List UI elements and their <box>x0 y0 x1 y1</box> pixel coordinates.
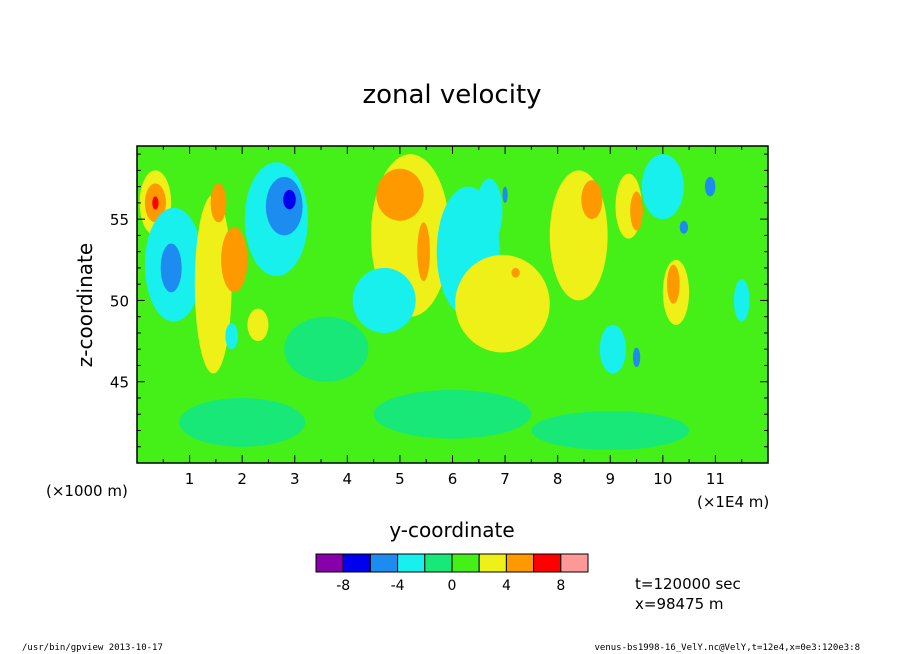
colorbar-swatch <box>451 553 480 573</box>
colorbar <box>315 553 589 573</box>
contour-region <box>502 186 508 203</box>
colorbar-swatch <box>505 553 535 573</box>
contour-region <box>599 324 627 374</box>
x-tick-label: 1 <box>185 470 195 488</box>
colorbar-swatch <box>369 553 399 573</box>
y-axis-label: z-coordinate <box>73 243 97 367</box>
y-tick-label: 45 <box>110 374 129 392</box>
y-axis-ticks: 45 50 55 <box>110 153 768 448</box>
chart-title: zonal velocity <box>362 80 541 110</box>
contour-region <box>265 176 303 236</box>
x-tick-label: 6 <box>448 470 458 488</box>
x-axis-unit: (×1E4 m) <box>697 493 769 511</box>
colorbar-swatch <box>397 553 426 573</box>
contour-region <box>376 168 424 221</box>
y-axis-unit: (×1000 m) <box>46 482 128 500</box>
footer-right: venus-bs1998-16_VelY.nc@VelY,t=12e4,x=0e… <box>594 643 860 653</box>
colorbar-tick-label: 4 <box>502 578 511 594</box>
x-tick-label: 11 <box>706 470 725 488</box>
x-axis-label: y-coordinate <box>389 518 514 542</box>
contour-region <box>704 176 716 197</box>
contour-region <box>179 397 306 447</box>
contour-region <box>417 222 430 281</box>
x-position-annotation: x=98475 m <box>635 595 724 613</box>
colorbar-tick-label: 0 <box>448 578 457 594</box>
contour-region <box>152 196 159 210</box>
colorbar-swatch <box>342 553 371 573</box>
contour-region <box>455 254 550 353</box>
contour-region <box>632 347 641 368</box>
footer-left: /usr/bin/gpview 2013-10-17 <box>22 643 163 653</box>
contour-region <box>733 279 750 322</box>
x-tick-label: 9 <box>605 470 615 488</box>
x-tick-label: 4 <box>343 470 353 488</box>
contour-region <box>247 308 269 342</box>
contour-region <box>210 183 227 223</box>
contour-region <box>352 267 416 333</box>
x-tick-label: 5 <box>395 470 405 488</box>
contour-regions <box>139 154 750 450</box>
x-axis-ticks: 1 2 3 4 5 6 7 8 9 10 11 <box>162 146 743 488</box>
y-tick-label: 55 <box>110 211 129 229</box>
contour-region <box>667 264 680 304</box>
contour-region <box>531 410 690 450</box>
colorbar-swatch <box>478 553 507 573</box>
colorbar-swatch <box>560 553 589 573</box>
colorbar-swatch <box>424 553 453 573</box>
contour-region <box>194 194 232 374</box>
colorbar-tick-label: 8 <box>556 578 565 594</box>
y-tick-label: 50 <box>110 292 129 310</box>
colorbar-labels: -8 -4 0 4 8 <box>336 578 565 594</box>
colorbar-swatch <box>315 553 344 573</box>
time-annotation: t=120000 sec <box>635 575 741 593</box>
contour-region <box>679 220 689 234</box>
contour-region <box>225 323 238 350</box>
contour-region <box>630 191 643 231</box>
x-tick-label: 3 <box>290 470 300 488</box>
contour-region <box>284 316 369 382</box>
contour-region <box>641 154 684 220</box>
x-tick-label: 8 <box>553 470 563 488</box>
colorbar-swatch <box>533 553 562 573</box>
colorbar-tick-label: -4 <box>391 578 405 594</box>
contour-region <box>476 178 503 244</box>
plot-area <box>136 145 769 464</box>
contour-region <box>373 389 532 439</box>
x-tick-label: 7 <box>500 470 510 488</box>
colorbar-tick-label: -8 <box>336 578 350 594</box>
contour-region <box>160 243 182 293</box>
contour-region <box>511 267 520 278</box>
contour-region <box>283 189 296 210</box>
contour-region <box>221 227 248 293</box>
contour-region <box>581 180 603 220</box>
x-tick-label: 10 <box>653 470 672 488</box>
x-tick-label: 2 <box>237 470 247 488</box>
